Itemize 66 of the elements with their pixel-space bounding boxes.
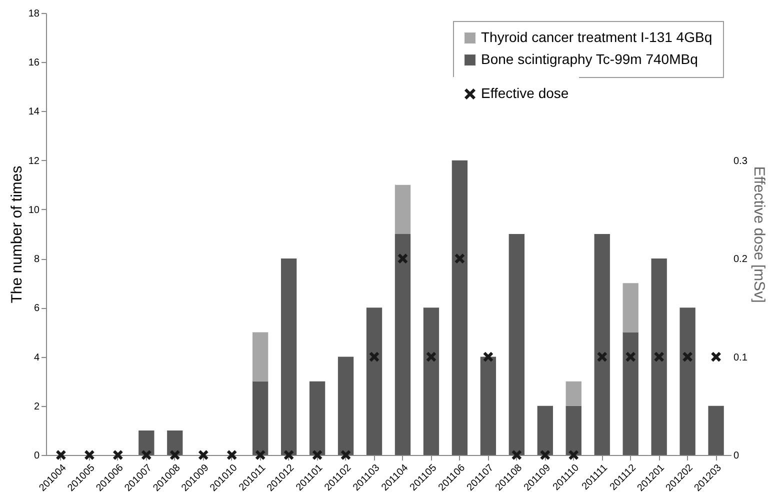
point xyxy=(540,450,551,460)
bar xyxy=(708,406,724,455)
point xyxy=(226,450,238,460)
point xyxy=(312,450,323,460)
point xyxy=(368,351,380,362)
point xyxy=(454,253,466,264)
bar xyxy=(622,332,638,455)
point xyxy=(141,450,152,460)
y-tick-label: 10 xyxy=(28,204,40,216)
point xyxy=(482,351,494,362)
bar xyxy=(480,356,496,455)
point xyxy=(625,351,636,362)
y2-tick-label: 0.3 xyxy=(734,156,748,167)
legend-label: Bone scintigraphy Tc-99m 740MBq xyxy=(481,51,698,67)
point xyxy=(84,450,95,460)
bar xyxy=(566,406,582,455)
y-tick-label: 6 xyxy=(34,303,40,314)
bar xyxy=(594,234,610,455)
y-tick-label: 4 xyxy=(34,352,40,364)
point xyxy=(56,450,66,460)
y-axis-title: The number of times xyxy=(8,166,26,304)
point xyxy=(340,450,352,460)
bar xyxy=(452,160,468,455)
y2-tick-label: 0.2 xyxy=(734,254,748,266)
legend-label: Effective dose xyxy=(481,85,569,101)
legend-label: Thyroid cancer treatment I-131 4GBq xyxy=(481,29,712,45)
bar xyxy=(338,356,354,455)
y-tick-label: 16 xyxy=(28,58,40,69)
y-tick-label: 14 xyxy=(28,106,40,118)
bar xyxy=(423,308,440,455)
bar xyxy=(309,381,326,455)
bar xyxy=(394,234,411,455)
y-tick-label: 2 xyxy=(34,401,40,412)
bar xyxy=(138,430,154,455)
bar xyxy=(167,430,183,455)
point xyxy=(112,450,124,460)
y2-tick-label: 0 xyxy=(734,450,740,462)
point xyxy=(170,450,180,460)
point xyxy=(283,450,294,460)
bar xyxy=(280,258,297,455)
point xyxy=(198,450,209,460)
point xyxy=(682,351,693,362)
point xyxy=(710,351,722,362)
point xyxy=(426,351,437,362)
bar xyxy=(508,234,525,455)
point xyxy=(397,253,408,264)
bar xyxy=(366,308,382,455)
bar xyxy=(651,258,667,455)
y2-tick-label: 0.1 xyxy=(734,352,748,364)
bar xyxy=(680,308,696,455)
y-tick-label: 8 xyxy=(34,254,40,266)
point xyxy=(654,351,664,362)
bar xyxy=(566,381,582,406)
bar xyxy=(252,381,268,455)
bar xyxy=(252,332,268,382)
y-tick-label: 12 xyxy=(28,156,40,167)
y-tick-label: 0 xyxy=(34,450,40,462)
y-tick-label: 18 xyxy=(28,8,40,20)
point xyxy=(511,450,522,460)
point xyxy=(596,351,608,362)
bar xyxy=(622,283,638,332)
bar xyxy=(394,184,411,234)
point xyxy=(254,450,266,460)
y2-axis-title: Effective dose [mSv] xyxy=(750,166,768,303)
point xyxy=(568,450,580,460)
bar xyxy=(537,406,553,455)
